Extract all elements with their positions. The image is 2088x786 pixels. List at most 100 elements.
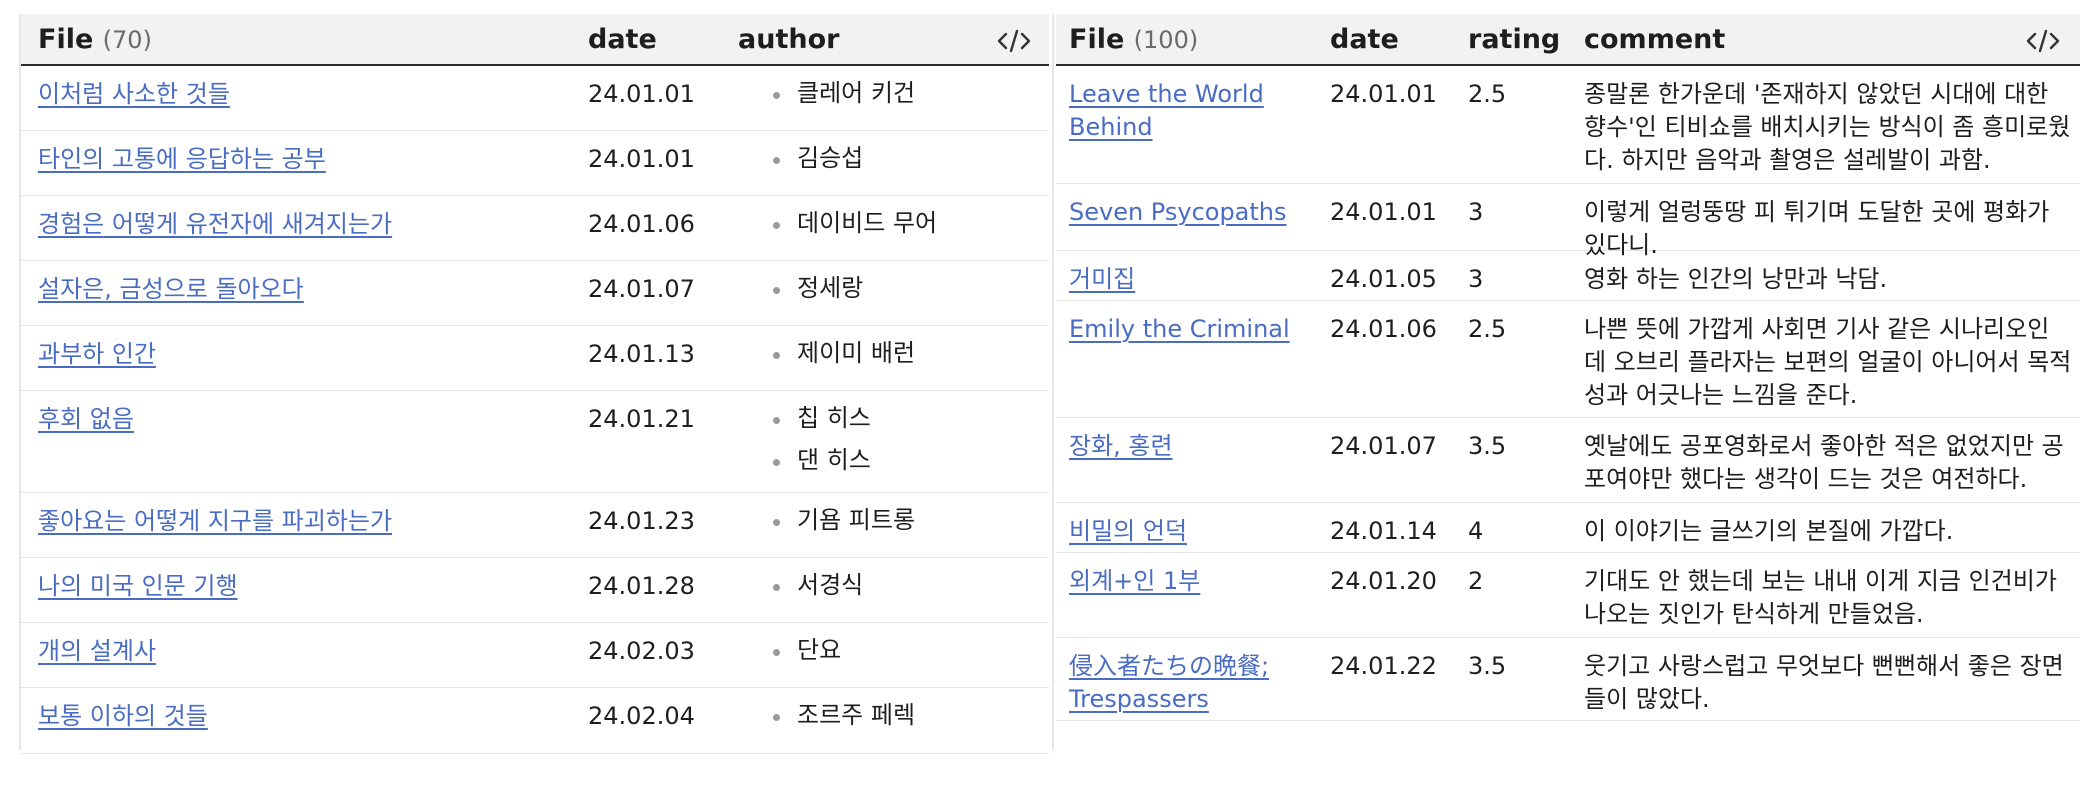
file-link[interactable]: 보통 이하의 것들 <box>38 702 208 730</box>
author-item: 댄 히스 <box>773 442 871 479</box>
date-cell: 24.01.06 <box>588 210 695 238</box>
author-list: 정세랑 <box>773 265 863 307</box>
comment-line: 옛날에도 공포영화로서 좋아한 적은 없었지만 공 <box>1584 432 2064 460</box>
date-cell: 24.02.04 <box>588 702 695 730</box>
date-cell: 24.01.05 <box>1330 265 1437 293</box>
comment-line: 데 오브리 플라자는 보편의 얼굴이 아니어서 목적 <box>1584 348 2072 376</box>
comment-line: 있다니. <box>1584 231 1658 259</box>
date-cell: 24.01.07 <box>1330 432 1437 460</box>
rating-cell: 3 <box>1468 198 1484 226</box>
file-link[interactable]: 후회 없음 <box>38 405 134 433</box>
table-row: Seven Psycopaths 24.01.01 3 이렇게 얼렁뚱땅 피 튀기며 … <box>1056 184 2080 259</box>
author-item: 정세랑 <box>773 270 863 307</box>
code-icon[interactable] <box>2026 27 2060 62</box>
file-link-line: 외계+인 1부 <box>1069 567 1201 595</box>
table-row: Emily the Criminal 24.01.06 2.5 나쁜 뜻에 가깝게 사… <box>1056 301 2080 418</box>
table-row: 거미집 24.01.05 3 영화 하는 인간의 낭만과 낙담. <box>1056 251 2080 301</box>
author-item: 제이미 배런 <box>773 335 915 372</box>
author-list: 기욤 피트롱 <box>773 497 915 539</box>
comment-line: 나오는 짓인가 탄식하게 만들었음. <box>1584 600 1924 628</box>
date-cell: 24.01.14 <box>1330 517 1437 545</box>
file-link[interactable]: 나의 미국 인문 기행 <box>38 572 238 600</box>
file-link[interactable]: 경험은 어떻게 유전자에 새겨지는가 <box>38 210 393 238</box>
code-icon[interactable] <box>997 27 1031 62</box>
file-link[interactable]: 과부하 인간 <box>38 340 157 368</box>
comment-cell: 이 이야기는 글쓰기의 본질에 가깝다. <box>1584 515 2074 548</box>
date-cell: 24.01.21 <box>588 405 695 433</box>
column-header-date[interactable]: date <box>588 24 657 55</box>
file-link-line: Leave the World <box>1069 80 1264 108</box>
file-link[interactable]: 비밀의 언덕 <box>1069 515 1319 548</box>
author-item: 데이비드 무어 <box>773 205 937 242</box>
table-header: File (70) date author <box>21 14 1049 66</box>
table-row: 이처럼 사소한 것들 24.01.01 클레어 키건 <box>21 66 1049 131</box>
table-row: 나의 미국 인문 기행 24.01.28 서경식 <box>21 558 1049 623</box>
author-list: 클레어 키건 <box>773 70 915 112</box>
date-cell: 24.01.01 <box>1330 80 1437 108</box>
file-link[interactable]: 좋아요는 어떻게 지구를 파괴하는가 <box>38 507 393 535</box>
date-cell: 24.01.07 <box>588 275 695 303</box>
comment-line: 향수'인 티비쇼를 배치시키는 방식이 좀 흥미로웠 <box>1584 113 2071 141</box>
comment-line: 다. 하지만 음악과 촬영은 설레발이 과함. <box>1584 146 1991 174</box>
author-item: 기욤 피트롱 <box>773 502 915 539</box>
column-header-file[interactable]: File (70) <box>38 24 152 55</box>
books-table: File (70) date author 이처럼 사소한 것들 24.01.01… <box>21 14 1049 754</box>
date-cell: 24.02.03 <box>588 637 695 665</box>
file-link-line: 侵入者たちの晩餐; <box>1069 652 1270 680</box>
file-link-line: Behind <box>1069 113 1153 141</box>
table-row: 후회 없음 24.01.21 칩 히스 댄 히스 <box>21 391 1049 493</box>
file-link[interactable]: 타인의 고통에 응답하는 공부 <box>38 145 326 173</box>
file-link[interactable]: 장화, 홍련 <box>1069 430 1319 463</box>
author-item: 클레어 키건 <box>773 75 915 112</box>
file-link[interactable]: 개의 설계사 <box>38 637 157 665</box>
date-cell: 24.01.22 <box>1330 652 1437 680</box>
file-link[interactable]: 侵入者たちの晩餐; Trespassers <box>1069 650 1319 716</box>
column-header-rating[interactable]: rating <box>1468 24 1561 55</box>
file-link[interactable]: Leave the World Behind <box>1069 78 1319 144</box>
file-count: (100) <box>1133 26 1199 54</box>
column-header-file[interactable]: File (100) <box>1069 24 1199 55</box>
comment-cell: 웃기고 사랑스럽고 무엇보다 뻔뻔해서 좋은 장면 들이 많았다. <box>1584 650 2074 716</box>
comment-line: 이 이야기는 글쓰기의 본질에 가깝다. <box>1584 517 1954 545</box>
rating-cell: 3.5 <box>1468 652 1507 680</box>
date-cell: 24.01.20 <box>1330 567 1437 595</box>
file-link-line: Trespassers <box>1069 685 1209 713</box>
comment-line: 기대도 안 했는데 보는 내내 이게 지금 인건비가 <box>1584 567 2057 595</box>
table-row: 보통 이하의 것들 24.02.04 조르주 페렉 <box>21 688 1049 754</box>
author-item: 조르주 페렉 <box>773 697 915 734</box>
file-count: (70) <box>102 26 152 54</box>
column-header-date[interactable]: date <box>1330 24 1399 55</box>
file-link-line: 거미집 <box>1069 265 1136 293</box>
column-header-comment[interactable]: comment <box>1584 24 1726 55</box>
comment-cell: 나쁜 뜻에 가깝게 사회면 기사 같은 시나리오인 데 오브리 플라자는 보편의 … <box>1584 313 2074 412</box>
author-list: 김승섭 <box>773 135 863 177</box>
date-cell: 24.01.28 <box>588 572 695 600</box>
author-item: 서경식 <box>773 567 863 604</box>
file-link[interactable]: 거미집 <box>1069 263 1319 296</box>
author-list: 제이미 배런 <box>773 330 915 372</box>
table-row: 외계+인 1부 24.01.20 2 기대도 안 했는데 보는 내내 이게 지금 인건… <box>1056 553 2080 638</box>
author-list: 데이비드 무어 <box>773 200 937 242</box>
file-link[interactable]: 설자은, 금성으로 돌아오다 <box>38 275 304 303</box>
file-link-line: 장화, 홍련 <box>1069 432 1173 460</box>
comment-line: 이렇게 얼렁뚱땅 피 튀기며 도달한 곳에 평화가 <box>1584 198 2050 226</box>
file-link[interactable]: 외계+인 1부 <box>1069 565 1319 598</box>
comment-line: 성과 어긋나는 느낌을 준다. <box>1584 381 1858 409</box>
file-link[interactable]: 이처럼 사소한 것들 <box>38 80 230 108</box>
author-item: 김승섭 <box>773 140 863 177</box>
comment-line: 포여야만 했다는 생각이 드는 것은 여전하다. <box>1584 465 2028 493</box>
author-list: 칩 히스 댄 히스 <box>773 395 871 479</box>
file-link[interactable]: Seven Psycopaths <box>1069 196 1319 229</box>
file-link[interactable]: Emily the Criminal <box>1069 313 1319 346</box>
comment-line: 종말론 한가운데 '존재하지 않았던 시대에 대한 <box>1584 80 2049 108</box>
movies-table: File (100) date rating comment Leave the… <box>1056 14 2080 721</box>
rating-cell: 2 <box>1468 567 1484 595</box>
comment-line: 들이 많았다. <box>1584 685 1710 713</box>
table-body: Leave the World Behind 24.01.01 2.5 종말론 한가운데… <box>1056 66 2080 721</box>
rating-cell: 2.5 <box>1468 315 1507 343</box>
column-header-author[interactable]: author <box>738 24 840 55</box>
